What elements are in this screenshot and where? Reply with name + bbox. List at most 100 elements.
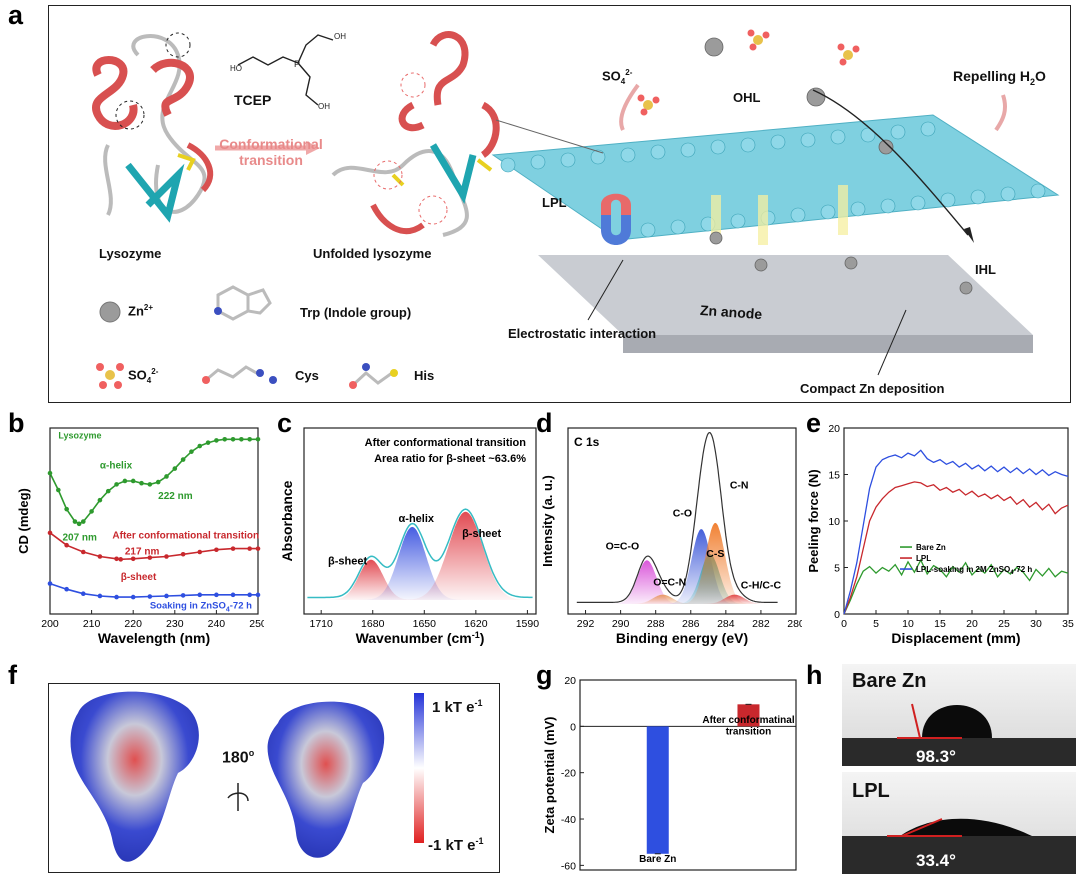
data-point (80, 549, 86, 555)
y-tick-label: 0 (570, 721, 576, 733)
peak-label: β-sheet (328, 556, 367, 568)
x-tick-label: 1710 (310, 618, 334, 630)
data-point (97, 554, 103, 559)
peak-area (396, 511, 535, 600)
svg-text:HO: HO (230, 64, 242, 73)
label-tcep: TCEP (234, 92, 272, 108)
data-point (47, 581, 53, 586)
data-point (47, 530, 53, 536)
panel-label-d: d (536, 408, 553, 438)
data-point (64, 542, 69, 548)
svg-text:OH: OH (318, 102, 330, 111)
chart-b-cd: 200 210 220 230 240 250 Wavelength (nm) CD (mde… (16, 427, 264, 646)
x-tick-label: 250 (249, 618, 264, 630)
data-point (247, 592, 252, 598)
interaction-beams (711, 185, 848, 245)
legend-his: His (414, 368, 435, 383)
data-point (56, 487, 61, 493)
panel-f-frame (48, 683, 500, 873)
data-point (230, 592, 236, 598)
data-point (147, 555, 153, 560)
x-tick-label: 0 (841, 618, 847, 630)
x-tick-label: 282 (752, 618, 770, 630)
label-unfolded-lysozyme: Unfolded lysozyme (313, 246, 432, 261)
label-electrostatic: Electrostatic interaction (508, 326, 657, 341)
cys-molecule-icon (202, 365, 277, 384)
data-point (172, 466, 178, 471)
series-line (843, 481, 1069, 615)
y-axis-label: Zeta potential (mV) (542, 716, 557, 833)
legend-label: LPL (916, 554, 931, 563)
bar-label: After conformatinal (702, 715, 794, 726)
data-point (255, 436, 261, 442)
data-point (130, 556, 136, 562)
data-point (180, 593, 186, 598)
bar (646, 726, 669, 854)
chart-d-xps: 292 290 288 286 284 282 280 Binding energy (eV)… (540, 427, 802, 646)
annotation-207nm: 207 nm (62, 533, 97, 544)
peak-label: C-H/C-C (741, 579, 782, 591)
annotation-soaking: Soaking in ZnSO4-72 h (150, 600, 252, 613)
colorbar-max-label: 1 kT e-1 (432, 698, 483, 716)
data-point (197, 443, 203, 449)
peak-area (322, 559, 420, 600)
data-point (247, 546, 252, 551)
bar (737, 704, 760, 727)
annotation-beta-sheet: β-sheet (121, 572, 157, 583)
x-tick-label: 10 (902, 618, 914, 630)
data-point (47, 470, 53, 476)
panel-label-b: b (8, 408, 25, 438)
data-point (122, 478, 128, 484)
y-tick-label: 15 (828, 470, 840, 482)
protein-surface-back (267, 701, 385, 858)
y-axis-label: Absorbance (280, 480, 295, 561)
y-tick-label: 5 (834, 563, 840, 575)
x-tick-label: 290 (612, 618, 630, 630)
data-point (97, 497, 103, 503)
label-ihl: IHL (975, 262, 996, 277)
label-ohl: OHL (733, 90, 761, 105)
panel-a-frame (48, 5, 1071, 403)
bare-zn-droplet (922, 705, 992, 738)
x-tick-label: 1590 (516, 618, 540, 630)
x-tick-label: 200 (41, 618, 59, 630)
annotation-after-transition: After conformational transition (112, 530, 259, 541)
series-line (843, 558, 1069, 615)
y-tick-label: -60 (561, 860, 576, 872)
x-tick-label: 280 (787, 618, 802, 630)
x-tick-label: 220 (124, 618, 142, 630)
x-tick-label: 25 (998, 618, 1010, 630)
x-tick-label: 230 (166, 618, 184, 630)
y-axis-label: CD (mdeg) (16, 488, 31, 554)
data-point (239, 436, 244, 442)
sulfate-icon-legend (96, 363, 124, 389)
peak-area (603, 560, 690, 604)
svg-text:P: P (294, 59, 300, 69)
x-tick-label: 15 (934, 618, 946, 630)
peak-label: O=C-N (653, 576, 686, 588)
colorbar (414, 693, 424, 843)
x-tick-label: 1680 (361, 618, 385, 630)
x-axis-label: Binding energy (eV) (616, 630, 748, 646)
zn-ions (704, 37, 973, 295)
data-point (97, 593, 103, 599)
contact-angle-lpl: 33.4° (916, 851, 956, 870)
legend-label: LPL-soaking in 2M ZnSO4-72 h (916, 565, 1032, 576)
bar-label: Bare Zn (639, 854, 676, 865)
legend-zn: Zn2+ (128, 303, 154, 319)
zn-ion-icon (99, 301, 121, 323)
envelope-line (576, 431, 778, 603)
zn-anode-slab (538, 255, 1033, 353)
data-point (155, 479, 161, 485)
peak-label: C-N (730, 480, 749, 492)
y-axis-label: Peeling force (N) (806, 469, 821, 572)
data-point (180, 457, 186, 462)
chart-g-zeta: -60 -40 -20 0 20 Zeta potential (mV) Bare Zn Af… (542, 675, 797, 872)
x-tick-label: 20 (966, 618, 978, 630)
peak-label: C-S (706, 548, 724, 560)
x-tick-label: 292 (577, 618, 595, 630)
y-tick-label: 10 (828, 516, 840, 528)
data-point (214, 592, 219, 598)
rotation-icon (227, 783, 249, 811)
